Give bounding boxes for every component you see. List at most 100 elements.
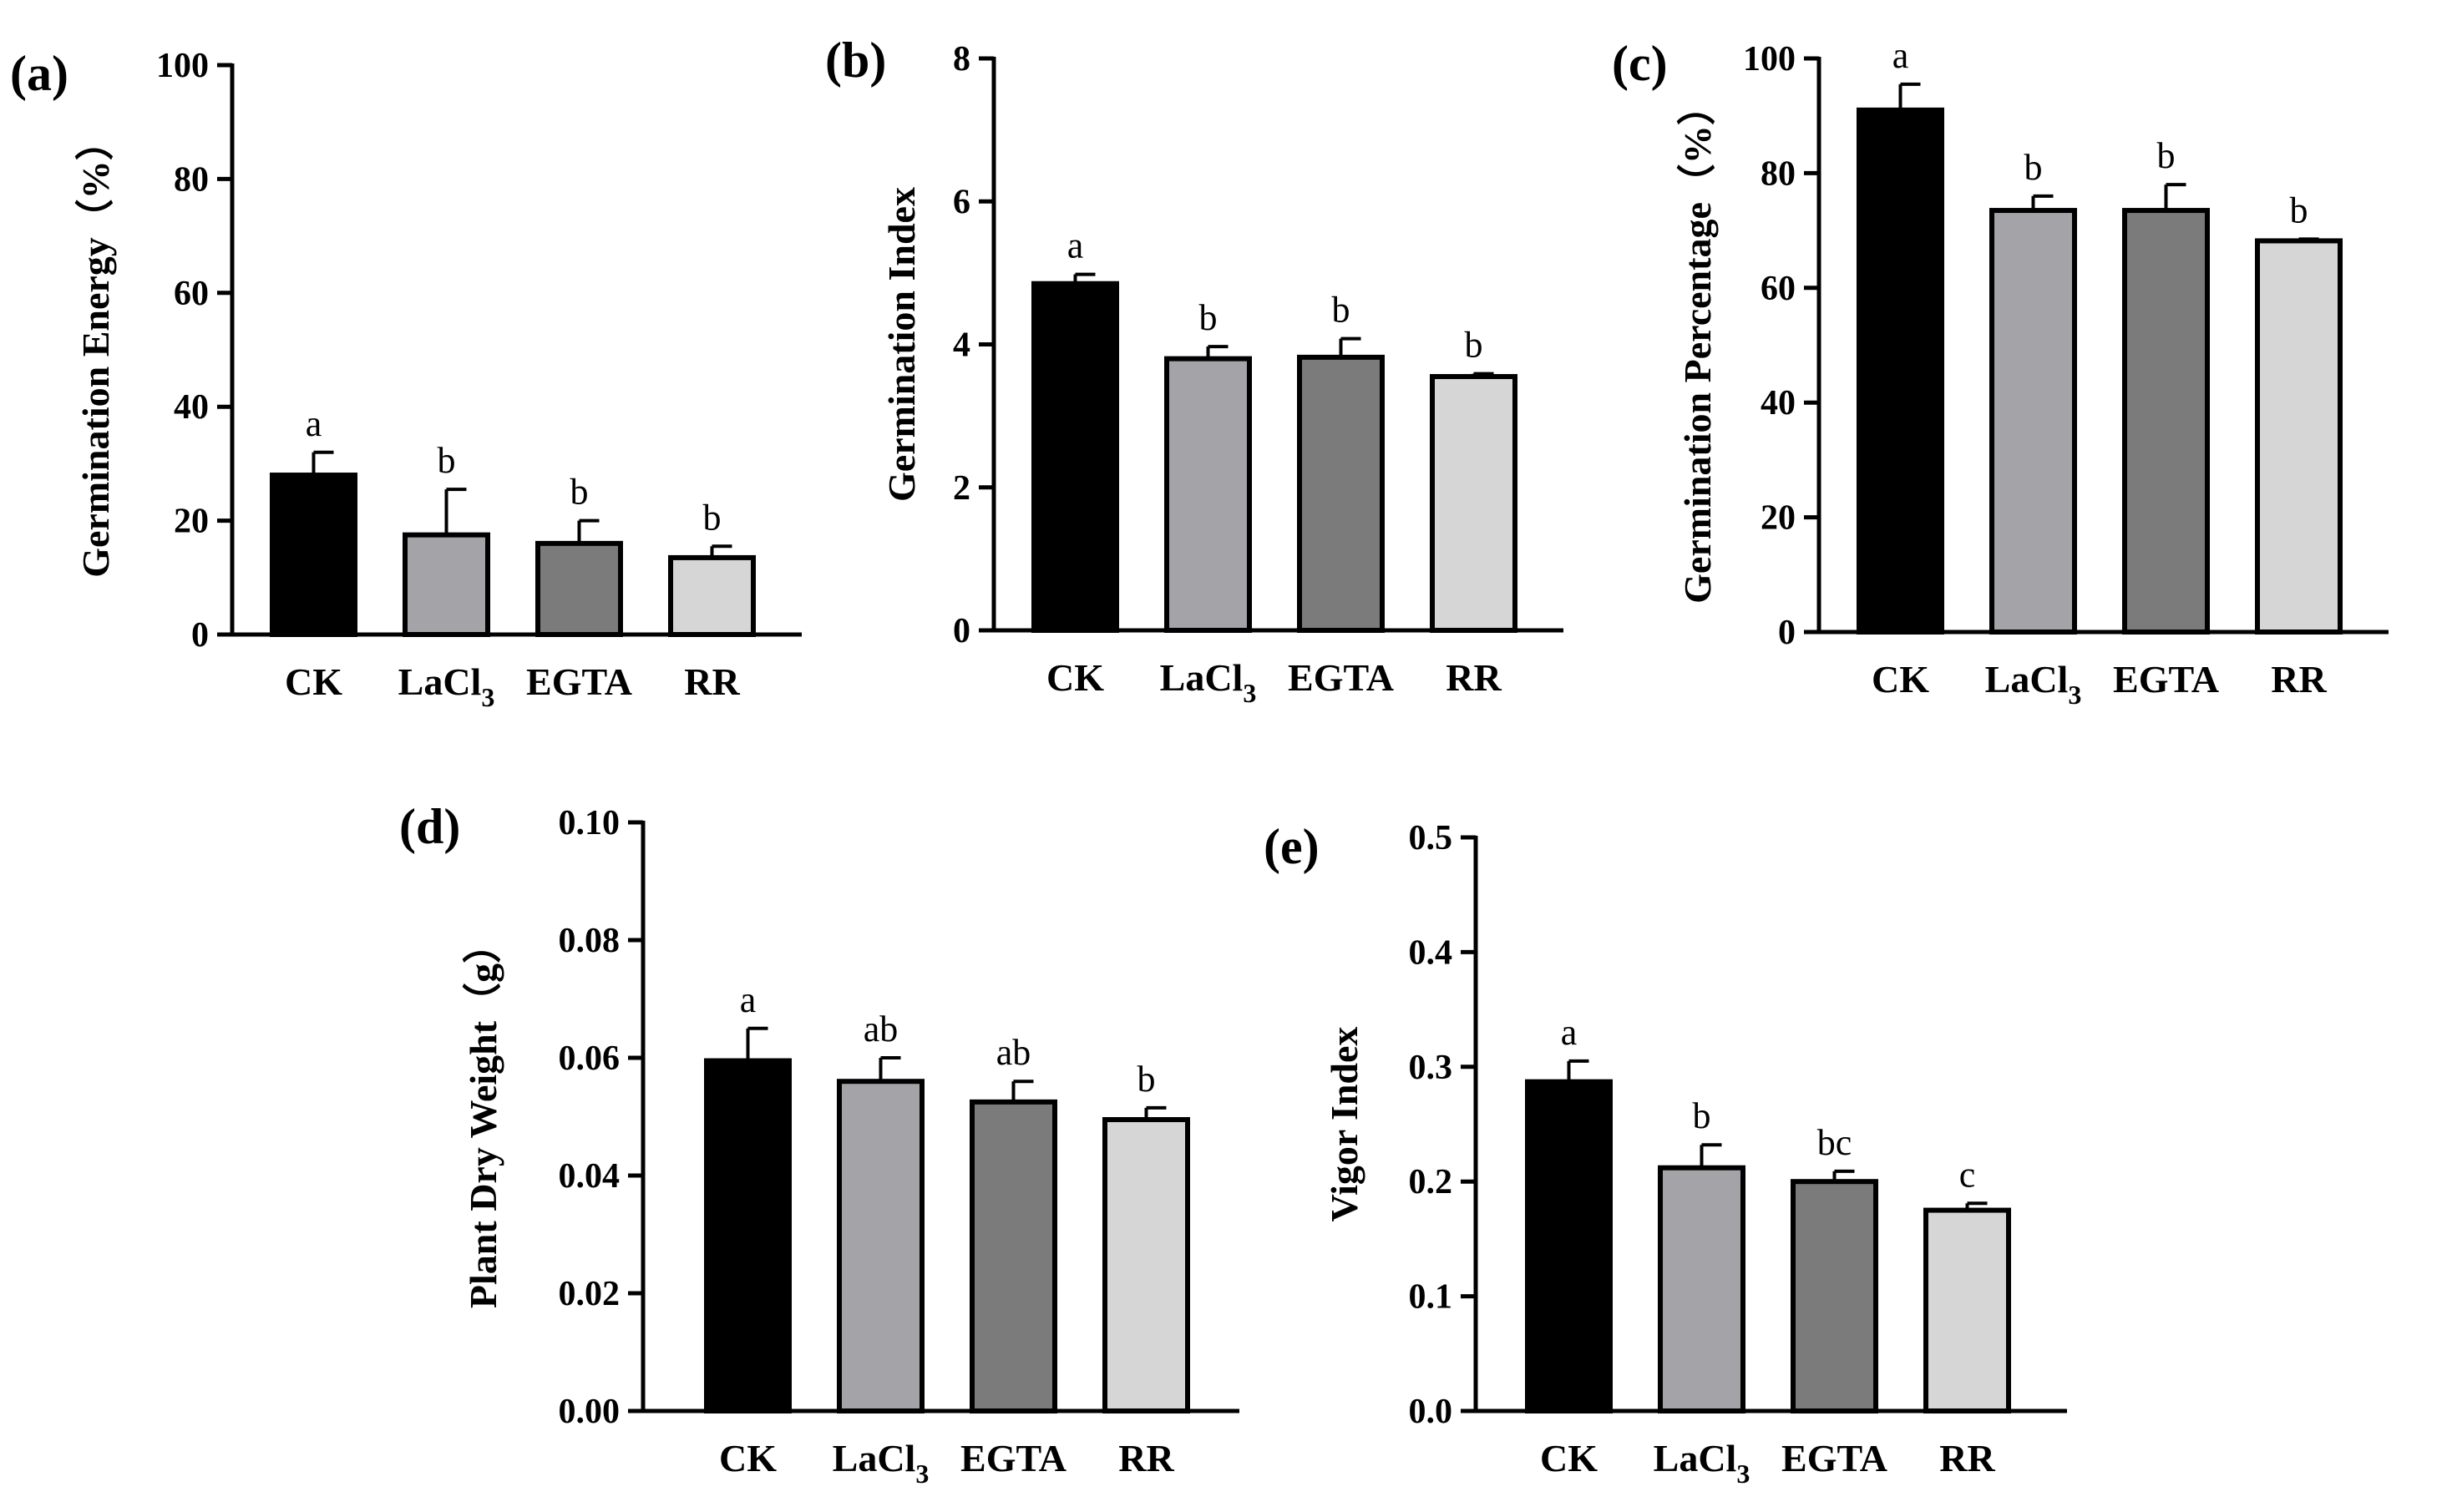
bar	[535, 540, 623, 638]
category-label-main: RR	[1118, 1437, 1174, 1479]
category-label-main: LaCl	[1654, 1437, 1737, 1479]
category-label: EGTA	[2113, 658, 2219, 700]
y-tick-label: 100	[1743, 40, 1796, 78]
y-tick-label: 80	[1761, 154, 1796, 193]
bar	[1031, 281, 1119, 633]
category-label: CK	[1872, 658, 1929, 700]
bar	[403, 532, 490, 638]
category-label: LaCl3	[1985, 658, 2082, 710]
y-tick-label: 0.04	[559, 1157, 621, 1196]
significance-letter: ab	[864, 1009, 899, 1049]
y-tick-label: 0.02	[559, 1275, 621, 1313]
bar	[270, 473, 357, 637]
category-label: EGTA	[526, 660, 632, 703]
category-label-subscript: 3	[1243, 678, 1256, 708]
category-label-main: EGTA	[1781, 1437, 1887, 1479]
category-label-subscript: 3	[2068, 680, 2081, 710]
significance-letter: ab	[996, 1032, 1031, 1073]
y-tick-label: 0.06	[559, 1039, 621, 1078]
significance-letter: a	[306, 403, 322, 444]
significance-letter: b	[1137, 1059, 1156, 1100]
significance-letter: b	[1465, 325, 1483, 366]
y-tick-label: 2	[953, 469, 970, 508]
category-label: LaCl3	[1654, 1437, 1750, 1489]
category-label-main: CK	[1872, 658, 1929, 700]
chart-panel-b: (b) 0 2 4 6 8 Germination Index a CK b LaCl3 b EGTA b…	[825, 33, 1563, 708]
category-label: RR	[1118, 1437, 1174, 1479]
significance-letter: b	[1332, 290, 1350, 331]
chart-panel-d: (d) 0.00 0.02 0.04 0.06 0.08 0.10 Plant Dry Wei…	[399, 799, 1239, 1489]
category-label-main: RR	[1939, 1437, 1995, 1479]
category-label-main: LaCl	[398, 660, 482, 703]
y-tick-label: 40	[174, 388, 209, 427]
y-tick-label: 0.10	[559, 804, 621, 842]
significance-letter: b	[703, 497, 722, 538]
y-tick-label: 4	[953, 326, 970, 365]
bar	[1102, 1117, 1190, 1414]
significance-letter: c	[1959, 1154, 1976, 1195]
y-tick-label: 40	[1761, 384, 1796, 422]
category-label: LaCl3	[833, 1437, 930, 1489]
category-label-main: CK	[719, 1437, 777, 1479]
chart-panel-e: (e) 0.0 0.1 0.2 0.3 0.4 0.5 Vigor Index a CK b LaCl…	[1264, 819, 2067, 1489]
bar	[1658, 1165, 1745, 1414]
category-label: RR	[2271, 658, 2327, 700]
category-label: CK	[1046, 656, 1104, 699]
category-label: LaCl3	[1160, 656, 1257, 708]
y-tick-label: 60	[1761, 270, 1796, 308]
bar	[970, 1099, 1057, 1413]
y-tick-label: 0	[191, 616, 209, 655]
bar	[1430, 374, 1517, 633]
y-tick-label: 60	[174, 275, 209, 313]
significance-letter: b	[2024, 147, 2043, 188]
bar	[2122, 208, 2210, 635]
category-label: LaCl3	[398, 660, 495, 712]
significance-letter: b	[570, 472, 589, 513]
bar	[837, 1079, 925, 1413]
category-label-subscript: 3	[481, 682, 494, 712]
y-tick-label: 0.4	[1409, 933, 1453, 972]
y-tick-label: 0	[1778, 614, 1796, 652]
significance-letter: a	[740, 979, 757, 1020]
y-tick-label: 100	[156, 47, 209, 85]
bar	[1857, 107, 1944, 635]
y-tick-label: 0.0	[1409, 1393, 1453, 1431]
significance-letter: b	[2157, 135, 2176, 176]
y-tick-label: 80	[174, 160, 209, 199]
category-label-main: CK	[1046, 656, 1104, 699]
category-label-main: CK	[285, 660, 342, 703]
category-label-main: LaCl	[1160, 656, 1244, 699]
category-label-main: LaCl	[833, 1437, 916, 1479]
bar	[1297, 354, 1385, 633]
chart-panel-a: (a) 0 20 40 60 80 100 Germination Energy（%） a CK b…	[10, 46, 802, 712]
y-tick-label: 6	[953, 183, 970, 221]
y-tick-label: 0.1	[1409, 1278, 1453, 1317]
category-label: RR	[1446, 656, 1502, 699]
category-label: EGTA	[1288, 656, 1394, 699]
bar	[668, 554, 756, 637]
category-label: CK	[285, 660, 342, 703]
significance-letter: a	[1561, 1012, 1578, 1053]
category-label-main: RR	[684, 660, 740, 703]
category-label-subscript: 3	[1736, 1459, 1750, 1489]
category-label: RR	[1939, 1437, 1995, 1479]
significance-letter: a	[1067, 225, 1084, 266]
chart-panel-c: (c) 0 20 40 60 80 100 Germination Percentage（%）…	[1612, 35, 2389, 710]
panel-label: (e)	[1264, 819, 1320, 874]
category-label-subscript: 3	[915, 1459, 929, 1489]
panel-label: (a)	[10, 46, 68, 101]
y-tick-label: 0.3	[1409, 1049, 1453, 1087]
bar	[704, 1058, 792, 1414]
significance-letter: b	[2290, 190, 2308, 230]
category-label-main: RR	[1446, 656, 1502, 699]
y-axis-title: Plant Dry Weight（g）	[462, 925, 504, 1308]
y-axis-title: Germination Energy（%）	[74, 122, 117, 578]
category-label-main: EGTA	[2113, 658, 2219, 700]
y-tick-label: 0.2	[1409, 1163, 1453, 1201]
category-label: CK	[719, 1437, 777, 1479]
significance-letter: a	[1892, 35, 1909, 76]
category-label-main: RR	[2271, 658, 2327, 700]
category-label: EGTA	[1781, 1437, 1887, 1479]
significance-letter: bc	[1817, 1122, 1852, 1163]
